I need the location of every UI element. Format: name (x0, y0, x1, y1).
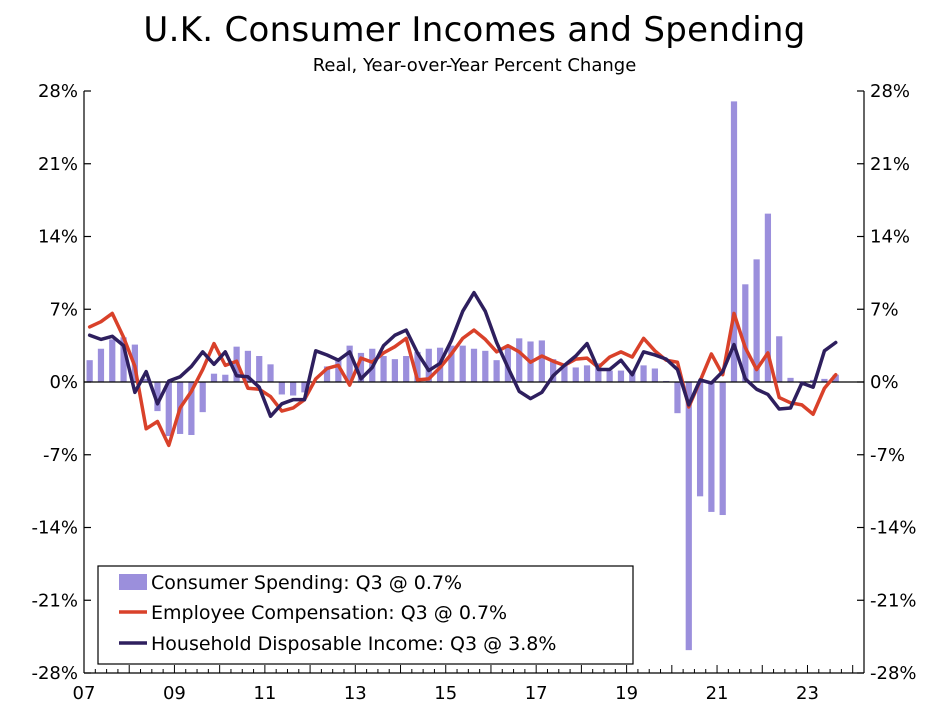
bar-consumer-spending (470, 348, 478, 382)
legend: Consumer Spending: Q3 @ 0.7% Employee Co… (97, 565, 634, 665)
bar-consumer-spending (380, 356, 387, 382)
bar-consumer-spending (278, 382, 285, 395)
x-tick-label: 19 (615, 683, 638, 704)
bar-consumer-spending (685, 382, 692, 651)
x-tick-label: 21 (706, 683, 729, 704)
y-tick-label-right: 14% (870, 227, 910, 248)
legend-label-consumer-spending: Consumer Spending: Q3 @ 0.7% (151, 572, 462, 594)
bar-consumer-spending (719, 382, 726, 516)
bar-consumer-spending (391, 359, 398, 382)
bar-consumer-spending (425, 348, 432, 382)
bar-consumer-spending (244, 350, 252, 382)
bar-consumer-spending (143, 378, 150, 382)
bar-consumer-spending (323, 366, 331, 382)
y-tick-label-right: 7% (870, 299, 899, 320)
x-tick-label: 15 (434, 683, 457, 704)
bar-consumer-spending (256, 356, 263, 382)
bar-consumer-spending (787, 377, 794, 382)
bar-consumer-spending (403, 356, 410, 382)
bar-consumer-spending (290, 382, 297, 396)
bar-consumer-spending (109, 339, 116, 382)
bar-consumer-spending (267, 364, 274, 382)
bar-consumer-spending (617, 370, 625, 382)
chart-title: U.K. Consumer Incomes and Spending (143, 10, 806, 50)
legend-box (97, 565, 634, 665)
legend-label-employee-compensation: Employee Compensation: Q3 @ 0.7% (151, 602, 507, 624)
chart-subtitle: Real, Year-over-Year Percent Change (312, 55, 637, 76)
bar-consumer-spending (154, 382, 161, 412)
bar-series-consumer-spending (86, 101, 839, 651)
bar-consumer-spending (572, 367, 579, 382)
bar-consumer-spending (810, 379, 817, 382)
bar-consumer-spending (696, 382, 704, 497)
y-tick-label-left: 0% (49, 372, 78, 393)
bar-consumer-spending (651, 368, 658, 382)
line-series-group (87, 290, 838, 448)
x-tick-label: 13 (344, 683, 367, 704)
y-tick-label-right: -28% (870, 663, 917, 684)
y-tick-label-left: 28% (38, 81, 78, 102)
bar-consumer-spending (606, 370, 613, 382)
legend-swatch-consumer-spending (119, 574, 147, 590)
bar-consumer-spending (832, 374, 839, 382)
y-tick-label-right: -14% (870, 518, 917, 539)
y-tick-label-right: 28% (870, 81, 910, 102)
bar-consumer-spending (516, 338, 523, 382)
bar-consumer-spending (674, 382, 681, 414)
bar-consumer-spending (753, 259, 760, 382)
bar-consumer-spending (482, 350, 489, 382)
y-tick-label-left: -28% (31, 663, 78, 684)
bar-consumer-spending (188, 382, 195, 435)
bar-consumer-spending (538, 340, 545, 382)
bar-consumer-spending (764, 213, 772, 382)
bar-consumer-spending (414, 351, 421, 382)
bar-consumer-spending (583, 365, 591, 382)
bar-consumer-spending (86, 360, 93, 382)
bar-consumer-spending (821, 378, 828, 382)
bar-consumer-spending (97, 348, 105, 382)
bar-consumer-spending (550, 359, 557, 382)
bar-consumer-spending (459, 345, 466, 383)
bar-consumer-spending (199, 382, 206, 413)
bar-consumer-spending (210, 373, 218, 382)
y-tick-label-left: -21% (31, 590, 78, 611)
bar-consumer-spending (595, 363, 602, 382)
y-tick-label-right: -7% (870, 445, 905, 466)
x-tick-label: 23 (796, 683, 819, 704)
bar-consumer-spending (335, 358, 342, 382)
bar-consumer-spending (448, 345, 455, 383)
bar-consumer-spending (222, 374, 229, 382)
legend-label-household-disposable-income: Household Disposable Income: Q3 @ 3.8% (151, 633, 556, 655)
bar-consumer-spending (357, 352, 365, 382)
x-tick-label: 11 (253, 683, 276, 704)
x-tick-label: 17 (525, 683, 548, 704)
bar-consumer-spending (301, 382, 308, 393)
bar-consumer-spending (346, 345, 353, 383)
y-tick-label-left: 14% (38, 227, 78, 248)
bar-consumer-spending (776, 336, 783, 382)
x-tick-label: 07 (73, 683, 96, 704)
bar-consumer-spending (708, 382, 715, 512)
y-tick-label-right: 21% (870, 154, 910, 175)
y-tick-label-left: 21% (38, 154, 78, 175)
bar-consumer-spending (742, 284, 749, 382)
bar-consumer-spending (561, 364, 568, 382)
bar-consumer-spending (640, 365, 647, 382)
y-tick-label-right: 0% (870, 372, 899, 393)
y-tick-label-left: 7% (49, 299, 78, 320)
line-employee-compensation (87, 311, 838, 448)
bar-consumer-spending (493, 360, 500, 382)
line-household-disposable-income (87, 290, 838, 419)
bar-consumer-spending (730, 101, 738, 382)
x-tick-label: 09 (163, 683, 186, 704)
bar-consumer-spending (165, 382, 172, 437)
y-tick-label-right: -21% (870, 590, 917, 611)
bar-consumer-spending (120, 337, 127, 382)
y-tick-label-left: -14% (31, 518, 78, 539)
y-tick-label-left: -7% (43, 445, 78, 466)
axes-group: 28% 28% 21% 21% 14% 14% 7% 7% 0% 0% -7% -7% -14% -14%… (31, 81, 916, 704)
